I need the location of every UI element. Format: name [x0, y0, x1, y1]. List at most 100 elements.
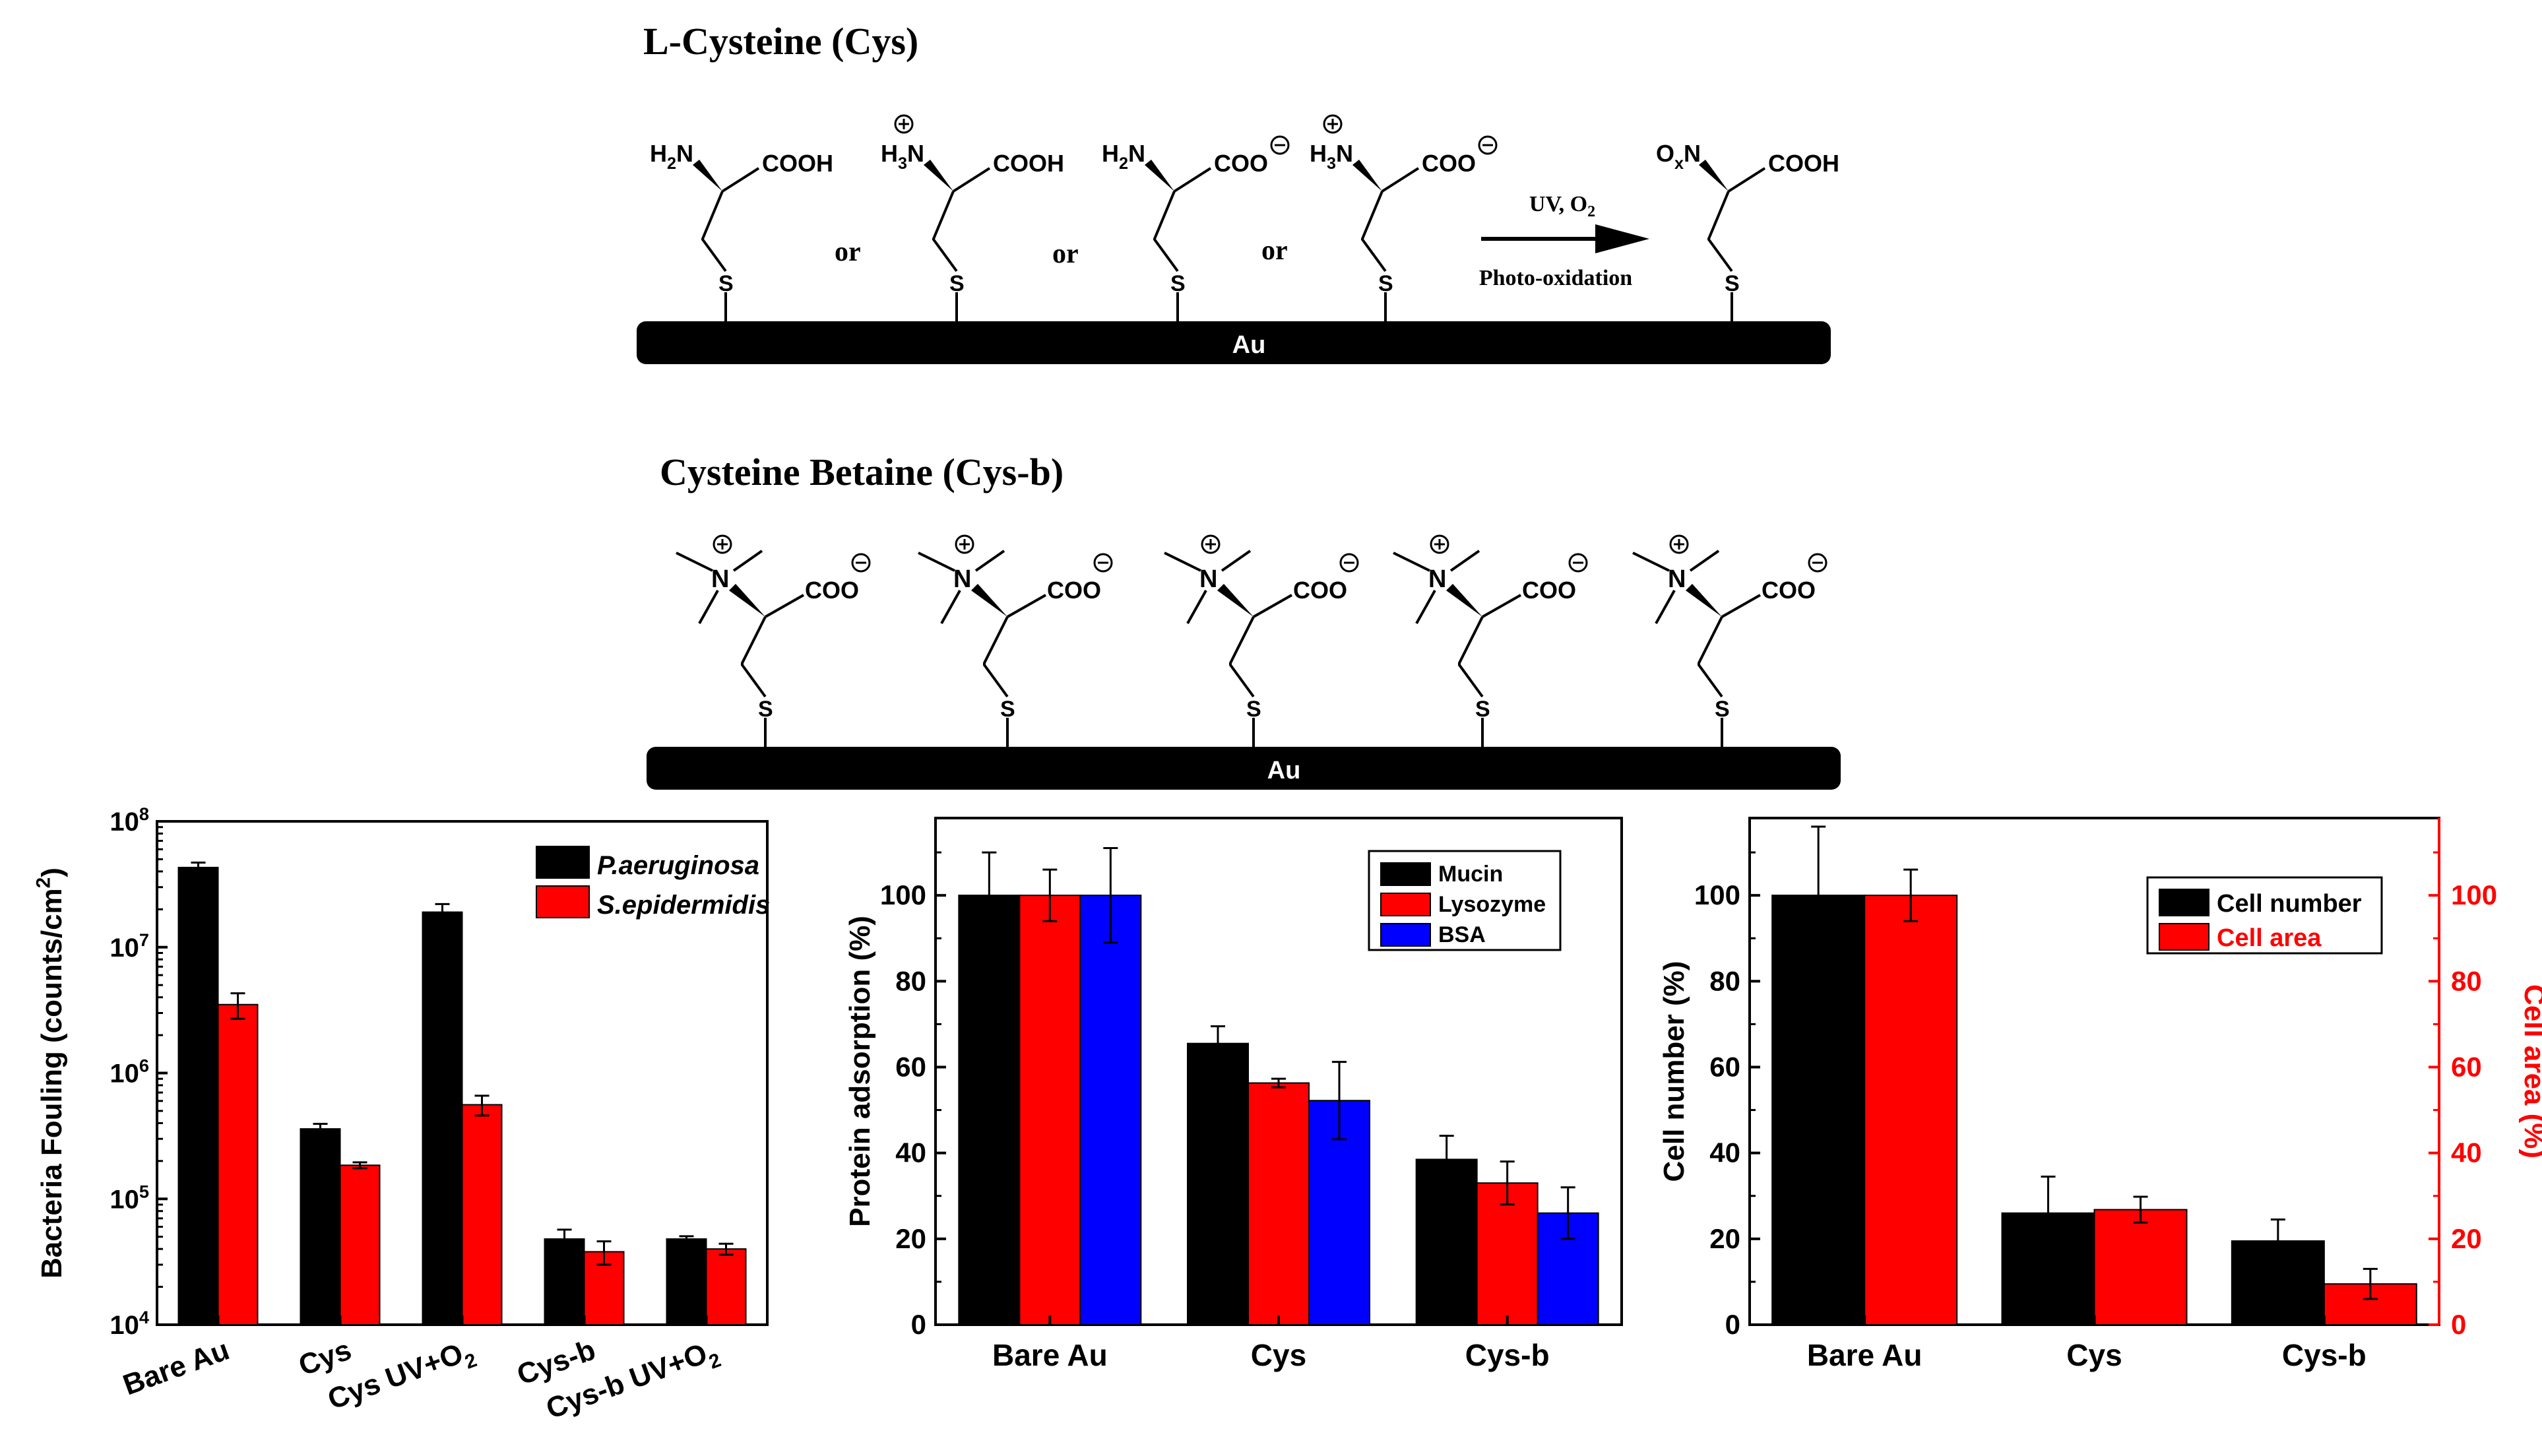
amine-wedge	[924, 160, 953, 191]
sulfur-label: S	[1246, 697, 1261, 722]
or-label-2: or	[1052, 239, 1079, 269]
y-tick-label: 40	[895, 1137, 926, 1168]
bar-p-aeruginosa-5	[666, 1238, 707, 1325]
amine-charge	[1430, 534, 1449, 554]
bar-cell-area-1	[1864, 895, 1958, 1326]
amine-wedge	[1446, 584, 1482, 617]
legend-label: BSA	[1438, 922, 1486, 947]
bar-s-epidermidis-1	[217, 1003, 259, 1325]
ch2-bond	[1229, 616, 1255, 698]
methyl-bond	[676, 552, 713, 572]
cys-molecules: S H2N COOH S H3N COOH S H2N COO S H3N COO	[650, 114, 1498, 321]
sulfur-label: S	[718, 271, 734, 296]
betaine-molecule-5: S N COO	[1632, 534, 1827, 747]
amine-wedge	[971, 584, 1007, 617]
bar-mucin-1	[958, 895, 1021, 1326]
acid-bond	[1381, 167, 1420, 193]
bar-s-epidermidis-2	[339, 1164, 381, 1325]
methyl-bond	[1655, 590, 1676, 624]
acid-label: COO	[1293, 577, 1347, 604]
legend-label: Mucin	[1438, 862, 1503, 887]
y-axis-label: Bacteria Fouling (counts/cm2)	[32, 868, 68, 1279]
ch2-bond	[701, 191, 727, 272]
acid-label: COOH	[1768, 150, 1839, 177]
ch2-bond	[1698, 616, 1723, 698]
amine-charge	[894, 114, 914, 134]
y-right-tick-label: 80	[2451, 965, 2482, 996]
reaction-arrow	[1481, 224, 1649, 253]
cys-title: L-Cysteine (Cys)	[643, 20, 918, 63]
amine-wedge	[693, 160, 722, 191]
bar-p-aeruginosa-4	[544, 1238, 585, 1325]
cys-molecule-4: S H3N COO	[1310, 114, 1498, 321]
legend-label: Lysozyme	[1438, 892, 1546, 917]
betaine-molecule-1: S N COO	[676, 534, 871, 747]
bar-mucin-3	[1415, 1158, 1478, 1325]
amine-wedge	[729, 584, 765, 617]
y-tick-label: 20	[1709, 1223, 1740, 1254]
oxidized-molecule: S OxN COOH	[1656, 140, 1839, 321]
methyl-bond	[1186, 590, 1207, 624]
acid-label: COO	[1762, 577, 1816, 604]
chart-protein-adsorption: 0 20 40 60 80 100 Bare Au Cys Cys-b Protein adsor…	[844, 817, 1623, 1372]
y-tick-label: 80	[1709, 965, 1740, 996]
amine-wedge	[1352, 160, 1382, 191]
reaction-conditions-bottom: Photo-oxidation	[1479, 266, 1632, 290]
y-right-tick-label: 60	[2451, 1051, 2482, 1082]
nitrogen-label: N	[1199, 565, 1217, 593]
or-label-3: or	[1261, 236, 1288, 266]
methyl-bond	[1689, 550, 1720, 572]
legend-swatch	[2159, 889, 2209, 916]
nitrogen-label: N	[711, 565, 729, 593]
y-right-axis-label: Cell area (%)	[2518, 984, 2542, 1158]
sulfur-label: S	[758, 697, 773, 722]
methyl-bond	[1632, 552, 1670, 572]
amine-wedge	[1686, 584, 1722, 617]
legend-swatch	[2159, 923, 2209, 951]
methyl-bond	[918, 552, 955, 572]
amine-wedge	[1217, 584, 1254, 617]
ch2-bond	[1707, 191, 1733, 272]
x-tick-label: Cys	[2066, 1338, 2122, 1372]
ch2-bond	[1458, 616, 1484, 698]
methyl-bond	[940, 590, 961, 624]
sulfur-label: S	[1715, 697, 1730, 722]
methyl-bond	[1449, 550, 1480, 572]
amine-label: H3N	[881, 140, 924, 173]
acid-label: COO	[1422, 150, 1476, 177]
methyl-bond	[1415, 590, 1436, 624]
reaction-conditions-top: UV, O2	[1529, 192, 1595, 220]
acid-bond	[765, 594, 804, 618]
au-label-bottom: Au	[1267, 757, 1301, 784]
cysb-title: Cysteine Betaine (Cys-b)	[660, 451, 1064, 493]
acid-bond	[1482, 594, 1521, 618]
y-right-tick-label: 20	[2451, 1223, 2482, 1254]
amine-charge	[1201, 534, 1221, 554]
y-tick-label: 108	[110, 804, 149, 837]
nitrogen-label: N	[1668, 565, 1686, 593]
sulfur-label: S	[1000, 697, 1015, 722]
y-tick-label: 60	[1709, 1051, 1740, 1082]
methyl-bond	[1393, 552, 1430, 572]
ch2-bond	[741, 616, 767, 698]
bar-lysozyme-2	[1248, 1082, 1310, 1325]
bar-s-epidermidis-5	[705, 1248, 747, 1326]
au-surface-top	[637, 321, 1831, 364]
bar-p-aeruginosa-3	[422, 911, 463, 1325]
sulfur-label: S	[949, 271, 965, 296]
au-surface-bottom	[647, 747, 1841, 790]
amine-wedge	[1699, 160, 1729, 191]
acid-charge	[1568, 553, 1588, 573]
ch2-bond	[1361, 191, 1387, 272]
acid-label: COOH	[993, 150, 1064, 177]
bar-lysozyme-1	[1019, 895, 1081, 1326]
acid-bond	[1727, 167, 1766, 193]
bar-bsa-1	[1079, 895, 1142, 1326]
x-tick-label: Cys	[1251, 1338, 1306, 1372]
au-label-top: Au	[1232, 331, 1266, 359]
y-tick-label: 100	[1694, 879, 1740, 910]
or-label-1: or	[835, 237, 861, 267]
cys-molecule-2: S H3N COOH	[881, 114, 1064, 321]
